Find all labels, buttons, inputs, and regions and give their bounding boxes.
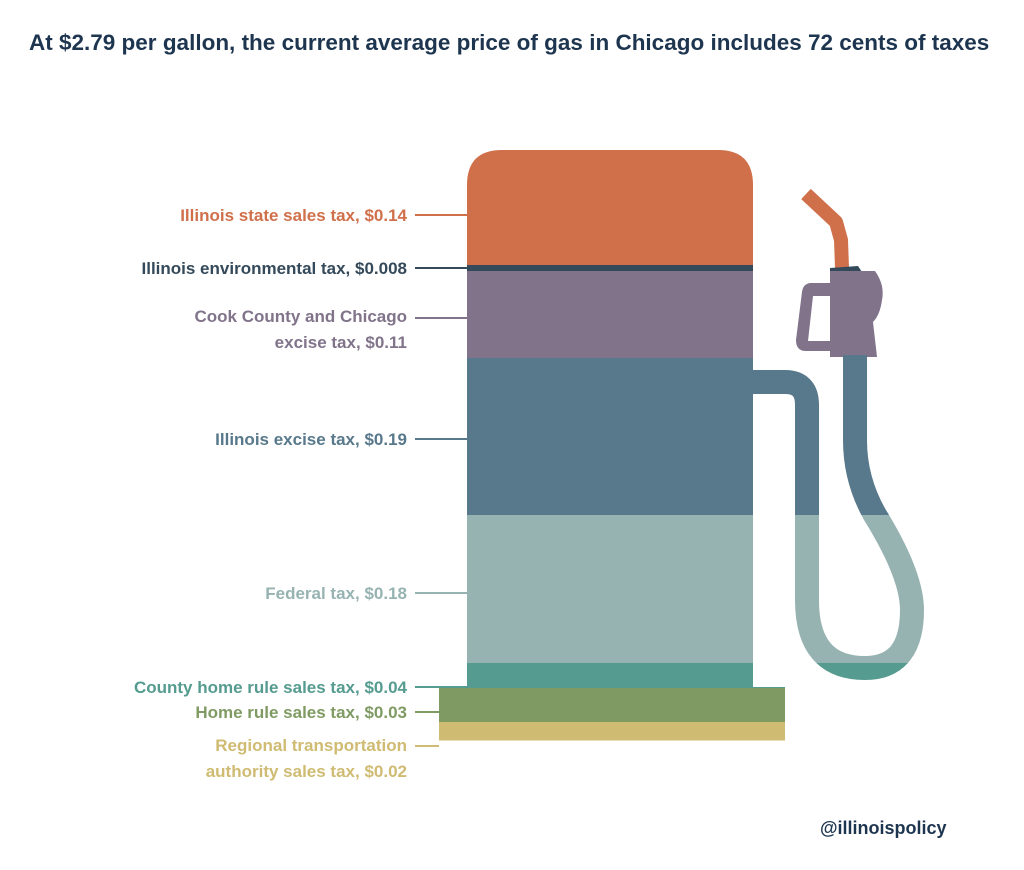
chart-title: At $2.79 per gallon, the current average…: [29, 30, 990, 55]
home-rule-sales-tax-band: [439, 688, 785, 723]
cook-county-chicago-excise-tax-label: excise tax, $0.11: [275, 333, 407, 352]
home-rule-sales-tax-label: Home rule sales tax, $0.03: [195, 703, 407, 722]
cook-county-chicago-excise-tax-label: Cook County and Chicago: [195, 307, 408, 326]
hose-icon: [750, 355, 925, 681]
rta-sales-tax-label: authority sales tax, $0.02: [206, 762, 407, 781]
county-home-rule-sales-tax-band: [467, 663, 753, 689]
illinois-environmental-tax-band: [467, 265, 753, 272]
credit-handle: @illinoispolicy: [820, 818, 947, 838]
illinois-environmental-tax-label: Illinois environmental tax, $0.008: [142, 259, 408, 278]
federal-tax-band: [467, 515, 753, 665]
cook-county-chicago-excise-tax-band: [467, 271, 753, 360]
county-home-rule-sales-tax-label: County home rule sales tax, $0.04: [134, 678, 408, 697]
rta-sales-tax-label: Regional transportation: [215, 736, 407, 755]
nozzle-icon: [796, 188, 883, 357]
illinois-state-sales-tax-label: Illinois state sales tax, $0.14: [180, 206, 407, 225]
federal-tax-label: Federal tax, $0.18: [265, 584, 407, 603]
illinois-excise-tax-band: [467, 358, 753, 517]
rta-sales-tax-band: [439, 722, 785, 741]
illinois-excise-tax-label: Illinois excise tax, $0.19: [215, 430, 407, 449]
illinois-state-sales-tax-band: [467, 150, 753, 265]
